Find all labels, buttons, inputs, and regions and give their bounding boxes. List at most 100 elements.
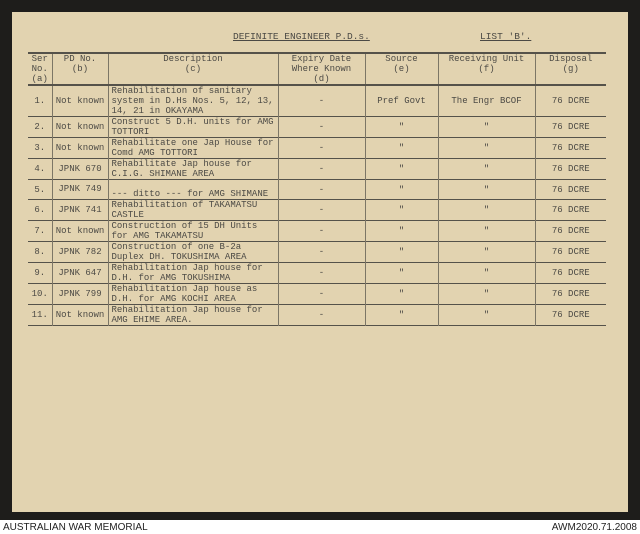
column-header: Receiving Unit (f) <box>437 53 535 85</box>
cell-exp: - <box>277 116 365 138</box>
cell-unit: " <box>437 262 535 284</box>
cell-pd: Not known <box>51 116 108 138</box>
cell-disp: 76 DCRE <box>534 262 606 284</box>
cell-pd: JPNK 670 <box>51 158 108 180</box>
cell-disp: 76 DCRE <box>534 283 606 305</box>
cell-pd: Not known <box>51 304 108 326</box>
cell-ser: 7. <box>34 226 46 236</box>
table-row: 8. JPNK 782 Construction of one B-2a Duple… <box>28 241 606 263</box>
cell-unit: " <box>437 241 535 263</box>
cell-disp: 76 DCRE <box>534 137 606 159</box>
cell-src: " <box>364 283 438 305</box>
table-row: 3. Not known Rehabilitate one Jap House fo… <box>28 137 606 159</box>
cell-disp: 76 DCRE <box>534 85 606 117</box>
cell-ser: 2. <box>34 122 46 132</box>
cell-exp: - <box>277 262 365 284</box>
cell-pd: JPNK 782 <box>51 241 108 263</box>
cell-src: Pref Govt <box>364 85 438 117</box>
cell-disp: 76 DCRE <box>534 158 606 180</box>
cell-ser: 1. <box>34 96 46 106</box>
cell-ser: 3. <box>34 143 46 153</box>
cell-desc: Rehabilitation of TAKAMATSU CASTLE <box>107 199 278 221</box>
cell-exp: - <box>277 220 365 242</box>
column-header: Ser No. (a) <box>28 53 52 85</box>
cell-exp: - <box>277 304 365 326</box>
cell-unit: " <box>437 283 535 305</box>
cell-desc: Rehabilitate one Jap House for Comd AMG … <box>107 137 278 159</box>
table-row: 11. Not known Rehabilitation Jap house for… <box>28 304 606 326</box>
column-header: PD No. (b) <box>51 53 108 85</box>
cell-src: " <box>364 241 438 263</box>
cell-desc: Rehabilitation Jap house for AMG EHIME A… <box>107 304 278 326</box>
cell-desc: Construction of 15 DH Units for AMG TAKA… <box>107 220 278 242</box>
header-letter: (g) <box>562 64 579 74</box>
cell-pd: JPNK 799 <box>51 283 108 305</box>
column-header: Source (e) <box>364 53 438 85</box>
cell-unit: The Engr BCOF <box>437 85 535 117</box>
column-header: Disposal (g) <box>534 53 606 85</box>
cell-disp: 76 DCRE <box>534 179 606 200</box>
cell-ser: 5. <box>34 184 46 195</box>
document-title: DEFINITE ENGINEER P.D.s. <box>233 31 370 42</box>
table-row: 1. Not known Rehabilitation of sanitary sy… <box>28 85 606 117</box>
cell-src: " <box>364 262 438 284</box>
cell-disp: 76 DCRE <box>534 241 606 263</box>
cell-ser: 6. <box>34 205 46 215</box>
cell-pd: Not known <box>51 220 108 242</box>
header-label: Ser No. <box>31 54 48 74</box>
table-row: 9. JPNK 647 Rehabilitation Jap house for D… <box>28 262 606 284</box>
header-label: Receiving Unit <box>448 54 525 64</box>
cell-unit: " <box>437 304 535 326</box>
cell-src: " <box>364 137 438 159</box>
header-label: Source <box>385 54 418 64</box>
footer-accession: AWM2020.71.2008 <box>551 522 637 533</box>
column-header: Expiry Date Where Known (d) <box>277 53 365 85</box>
header-letter: (d) <box>313 74 330 84</box>
cell-disp: 76 DCRE <box>534 304 606 326</box>
cell-pd: Not known <box>51 137 108 159</box>
table-row: 6. JPNK 741 Rehabilitation of TAKAMATSU CA… <box>28 199 606 221</box>
header-letter: (e) <box>393 64 410 74</box>
cell-desc: --- ditto --- for AMG SHIMANE <box>107 179 278 200</box>
cell-ser: 11. <box>31 310 48 320</box>
header-label: PD No. <box>63 54 97 64</box>
table-row: 2. Not known Construct 5 D.H. units for AM… <box>28 116 606 138</box>
pd-table: Ser No. (a) PD No. (b) Description (c) Expiry … <box>28 52 606 326</box>
cell-desc: Rehabilitate Jap house for C.I.G. SHIMAN… <box>107 158 278 180</box>
header-label: Disposal <box>549 54 593 64</box>
cell-exp: - <box>277 179 365 200</box>
cell-unit: " <box>437 220 535 242</box>
cell-unit: " <box>437 199 535 221</box>
table-row: 4. JPNK 670 Rehabilitate Jap house for C.I… <box>28 158 606 180</box>
cell-exp: - <box>277 85 365 117</box>
cell-ser: 10. <box>31 289 48 299</box>
cell-src: " <box>364 199 438 221</box>
cell-pd: Not known <box>51 85 108 117</box>
cell-desc: Rehabilitation Jap house for D.H. for AM… <box>107 262 278 284</box>
cell-desc: Construction of one B-2a Duplex DH. TOKU… <box>107 241 278 263</box>
cell-desc: Rehabilitation Jap house as D.H. for AMG… <box>107 283 278 305</box>
list-label: LIST 'B'. <box>480 31 532 42</box>
header-letter: (f) <box>478 64 495 74</box>
cell-disp: 76 DCRE <box>534 220 606 242</box>
header-label: Description <box>163 54 223 64</box>
cell-src: " <box>364 179 438 200</box>
cell-unit: " <box>437 116 535 138</box>
cell-disp: 76 DCRE <box>534 199 606 221</box>
footer-institution: AUSTRALIAN WAR MEMORIAL <box>3 522 148 533</box>
cell-exp: - <box>277 241 365 263</box>
column-header: Description (c) <box>107 53 278 85</box>
cell-src: " <box>364 158 438 180</box>
cell-pd: JPNK 749 <box>51 179 108 200</box>
cell-pd: JPNK 647 <box>51 262 108 284</box>
cell-ser: 8. <box>34 247 46 257</box>
table-row: 5. JPNK 749 --- ditto --- for AMG SHIMANE -… <box>28 179 606 200</box>
cell-desc: Construct 5 D.H. units for AMG TOTTORI <box>107 116 278 138</box>
cell-ser: 4. <box>34 164 46 174</box>
cell-disp: 76 DCRE <box>534 116 606 138</box>
header-letter: (b) <box>71 64 89 74</box>
cell-src: " <box>364 220 438 242</box>
cell-exp: - <box>277 283 365 305</box>
header-letter: (a) <box>31 74 48 84</box>
cell-unit: " <box>437 137 535 159</box>
